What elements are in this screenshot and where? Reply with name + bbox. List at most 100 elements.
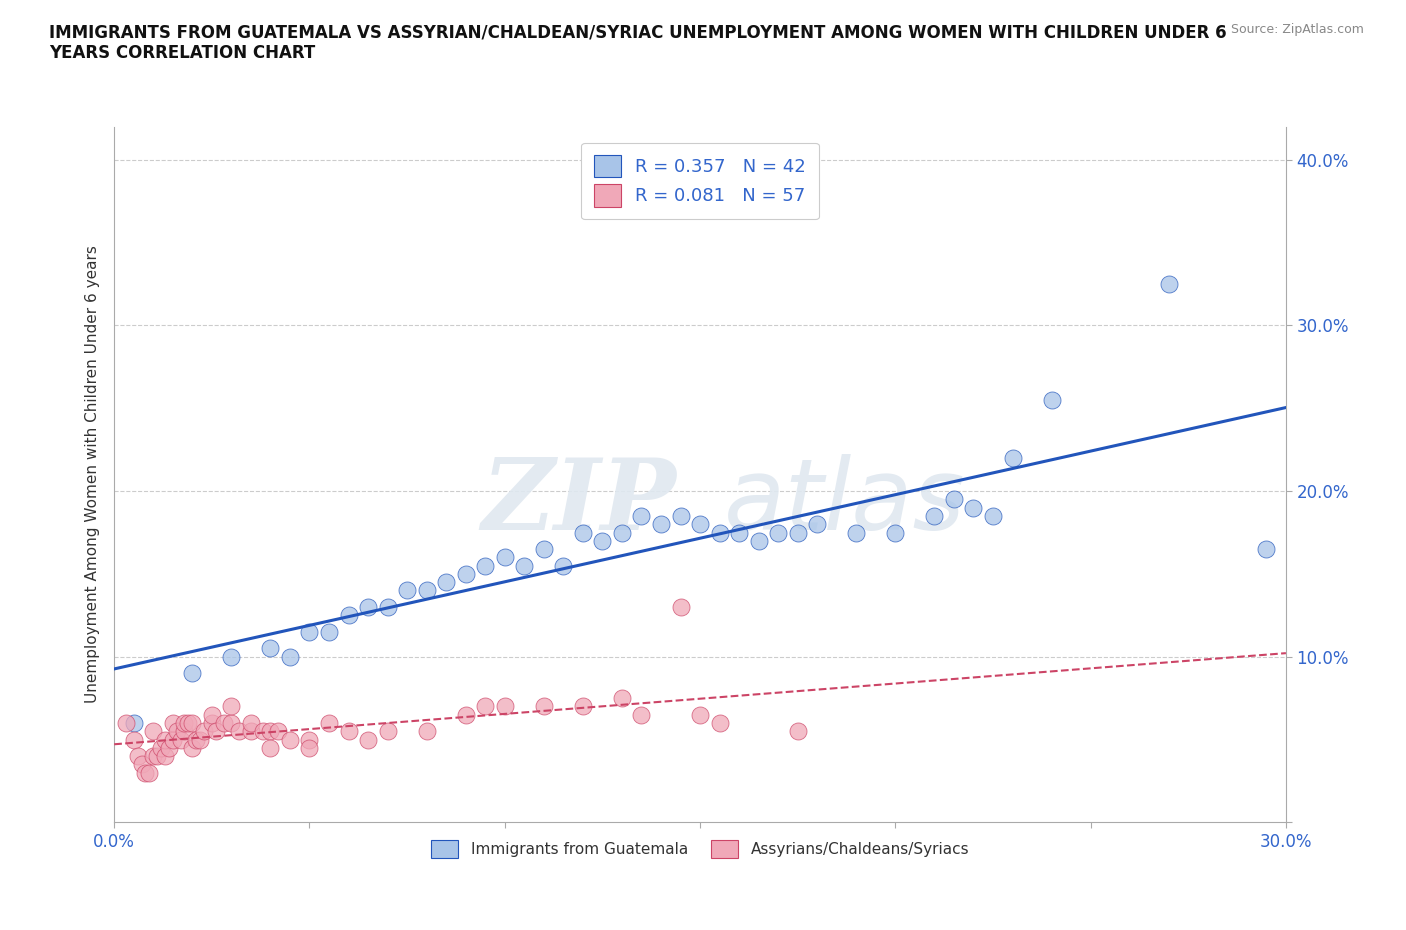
Point — [474, 558, 496, 573]
Point — [572, 525, 595, 540]
Point — [181, 666, 204, 681]
Point — [221, 649, 243, 664]
Point — [357, 600, 380, 615]
Point — [454, 566, 477, 581]
Point — [201, 715, 224, 730]
Point — [689, 517, 711, 532]
Point — [650, 517, 672, 532]
Point — [221, 715, 243, 730]
Point — [434, 575, 457, 590]
Point — [454, 708, 477, 723]
Point — [173, 724, 195, 738]
Point — [610, 691, 633, 706]
Point — [142, 749, 165, 764]
Point — [513, 558, 536, 573]
Point — [337, 724, 360, 738]
Point — [630, 509, 652, 524]
Point — [728, 525, 751, 540]
Point — [188, 732, 211, 747]
Point — [181, 740, 204, 755]
Point — [494, 699, 516, 714]
Point — [610, 525, 633, 540]
Point — [259, 641, 281, 656]
Point — [201, 708, 224, 723]
Point — [689, 708, 711, 723]
Point — [415, 583, 437, 598]
Point — [153, 732, 176, 747]
Point — [669, 509, 692, 524]
Point — [415, 724, 437, 738]
Point — [377, 724, 399, 738]
Point — [157, 740, 180, 755]
Point — [1040, 392, 1063, 407]
Point — [337, 608, 360, 623]
Point — [259, 740, 281, 755]
Point — [318, 715, 340, 730]
Point — [553, 558, 575, 573]
Point — [153, 749, 176, 764]
Point — [122, 732, 145, 747]
Point — [131, 757, 153, 772]
Point — [1157, 276, 1180, 291]
Point — [845, 525, 868, 540]
Point — [709, 525, 731, 540]
Point — [357, 732, 380, 747]
Point — [204, 724, 226, 738]
Point — [1001, 450, 1024, 465]
Point — [267, 724, 290, 738]
Point — [806, 517, 828, 532]
Point — [221, 699, 243, 714]
Point — [150, 740, 173, 755]
Point — [122, 715, 145, 730]
Point — [630, 708, 652, 723]
Point — [533, 541, 555, 556]
Point — [572, 699, 595, 714]
Legend: Immigrants from Guatemala, Assyrians/Chaldeans/Syriacs: Immigrants from Guatemala, Assyrians/Cha… — [422, 831, 979, 867]
Point — [786, 525, 808, 540]
Point — [127, 749, 149, 764]
Point — [239, 715, 262, 730]
Point — [162, 732, 184, 747]
Point — [162, 715, 184, 730]
Point — [169, 732, 191, 747]
Point — [709, 715, 731, 730]
Point — [278, 649, 301, 664]
Text: Source: ZipAtlas.com: Source: ZipAtlas.com — [1230, 23, 1364, 36]
Point — [924, 509, 946, 524]
Point — [239, 724, 262, 738]
Point — [115, 715, 138, 730]
Point — [786, 724, 808, 738]
Point — [884, 525, 907, 540]
Point — [591, 533, 613, 548]
Point — [134, 765, 156, 780]
Point — [318, 624, 340, 639]
Point — [166, 724, 188, 738]
Point — [766, 525, 789, 540]
Point — [177, 715, 200, 730]
Point — [962, 500, 984, 515]
Point — [298, 624, 321, 639]
Point — [669, 600, 692, 615]
Point — [212, 715, 235, 730]
Point — [186, 732, 208, 747]
Point — [474, 699, 496, 714]
Text: atlas: atlas — [724, 454, 965, 551]
Y-axis label: Unemployment Among Women with Children Under 6 years: Unemployment Among Women with Children U… — [86, 246, 100, 703]
Point — [981, 509, 1004, 524]
Point — [138, 765, 160, 780]
Point — [942, 492, 965, 507]
Point — [146, 749, 169, 764]
Point — [533, 699, 555, 714]
Point — [193, 724, 215, 738]
Point — [173, 715, 195, 730]
Point — [494, 550, 516, 565]
Point — [259, 724, 281, 738]
Text: ZIP: ZIP — [482, 454, 676, 551]
Point — [298, 740, 321, 755]
Point — [1256, 541, 1278, 556]
Point — [377, 600, 399, 615]
Point — [252, 724, 274, 738]
Text: IMMIGRANTS FROM GUATEMALA VS ASSYRIAN/CHALDEAN/SYRIAC UNEMPLOYMENT AMONG WOMEN W: IMMIGRANTS FROM GUATEMALA VS ASSYRIAN/CH… — [49, 23, 1227, 62]
Point — [181, 715, 204, 730]
Point — [228, 724, 250, 738]
